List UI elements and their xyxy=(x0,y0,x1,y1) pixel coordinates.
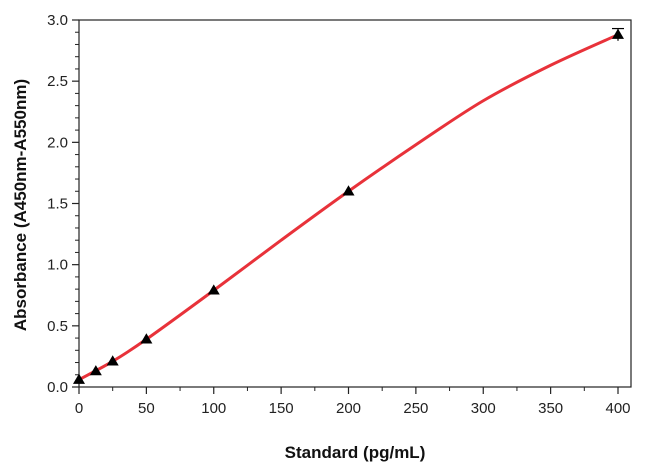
x-tick-label: 200 xyxy=(336,400,361,417)
x-axis-title: Standard (pg/mL) xyxy=(285,443,426,462)
data-point-marker xyxy=(342,185,355,196)
x-tick-label: 350 xyxy=(538,400,563,417)
data-point-marker xyxy=(207,284,220,295)
data-point-marker xyxy=(89,365,102,376)
y-tick-label: 0.5 xyxy=(47,318,68,335)
x-tick-label: 400 xyxy=(605,400,630,417)
data-markers xyxy=(73,27,624,384)
y-tick-label: 1.5 xyxy=(47,196,68,213)
x-tick-label: 100 xyxy=(201,400,226,417)
y-tick-label: 0.0 xyxy=(47,379,68,396)
y-axis-ticks: 0.0 0.5 1.0 1.5 2.0 2.5 3.0 xyxy=(47,12,79,396)
data-point-marker xyxy=(73,373,85,384)
y-axis-title: Absorbance (A450nm-A550nm) xyxy=(11,79,30,331)
data-point-marker xyxy=(106,355,119,366)
fit-curve-line xyxy=(77,33,620,382)
x-tick-label: 50 xyxy=(138,400,155,417)
x-tick-label: 150 xyxy=(269,400,294,417)
y-tick-label: 3.0 xyxy=(47,12,68,29)
x-axis-ticks: 0 50 100 150 200 250 300 350 400 xyxy=(75,387,631,417)
y-tick-label: 2.0 xyxy=(47,134,68,151)
y-tick-label: 1.0 xyxy=(47,257,68,274)
plot-area-frame xyxy=(78,19,632,388)
data-point-marker xyxy=(140,333,153,344)
data-point-marker xyxy=(612,28,624,39)
x-tick-label: 300 xyxy=(471,400,496,417)
y-tick-label: 2.5 xyxy=(47,73,68,90)
x-tick-label: 250 xyxy=(403,400,428,417)
x-tick-label: 0 xyxy=(75,400,83,417)
